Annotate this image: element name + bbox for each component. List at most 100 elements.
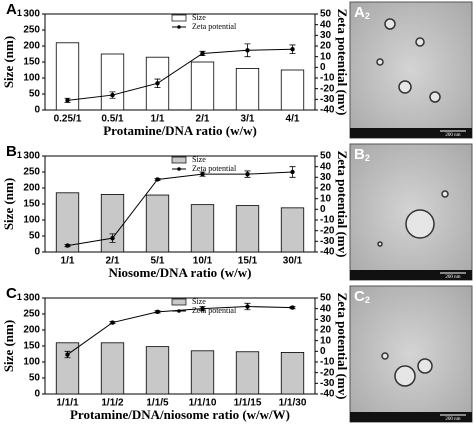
y-tick-label: 300 bbox=[23, 9, 40, 20]
zeta-point bbox=[245, 171, 250, 177]
text-part: 2 bbox=[365, 11, 370, 21]
x-tick-label: 30/1 bbox=[283, 256, 303, 267]
x-tick-label: 1/1/10 bbox=[189, 398, 217, 409]
bar bbox=[55, 342, 80, 395]
y2-tick-label: 50 bbox=[320, 9, 332, 20]
bar bbox=[100, 53, 125, 111]
x-tick-label: 10/1 bbox=[193, 256, 213, 267]
zeta-point bbox=[65, 243, 70, 248]
y-tick-label: 50 bbox=[29, 89, 41, 100]
legend-label: Size bbox=[192, 13, 206, 22]
y2-tick-label: -10 bbox=[320, 215, 335, 226]
text-part: C bbox=[354, 288, 365, 305]
y2-tick-label: -10 bbox=[320, 357, 335, 368]
micrograph bbox=[349, 1, 473, 139]
y2-tick-label: 40 bbox=[320, 303, 332, 314]
legend-label: Size bbox=[192, 155, 206, 164]
x-tick-label: 2/1 bbox=[196, 114, 210, 125]
panel-label: A1 bbox=[6, 1, 22, 18]
zeta-point bbox=[245, 304, 250, 309]
zeta-point bbox=[200, 306, 205, 311]
legend-label: Zeta potential bbox=[192, 306, 237, 315]
y2-tick-label: 0 bbox=[320, 346, 326, 357]
micrograph bbox=[349, 143, 473, 281]
y-axis-label: Size (nm) bbox=[1, 178, 16, 230]
scale-label: 200 nm bbox=[445, 417, 460, 422]
zeta-line bbox=[67, 48, 293, 101]
bar bbox=[100, 193, 125, 253]
zeta-point bbox=[65, 352, 70, 357]
y-tick-label: 50 bbox=[29, 373, 41, 384]
y2-tick-label: 20 bbox=[320, 41, 332, 52]
y2-tick-label: -30 bbox=[320, 94, 335, 105]
y2-tick-label: -10 bbox=[320, 73, 335, 84]
y2-tick-label: -40 bbox=[320, 389, 335, 400]
legend-swatch bbox=[171, 298, 187, 306]
y-tick-label: 200 bbox=[23, 41, 40, 52]
text-part: B bbox=[354, 146, 365, 163]
x-tick-label: 1/1/1 bbox=[56, 398, 79, 409]
y-tick-label: 250 bbox=[23, 167, 40, 178]
y-tick-label: 0 bbox=[34, 105, 40, 116]
x-tick-label: 3/1 bbox=[241, 114, 255, 125]
y2-tick-label: -20 bbox=[320, 225, 335, 236]
x-tick-label: 1/1/2 bbox=[101, 398, 124, 409]
bar bbox=[145, 194, 170, 253]
image-label: C2 bbox=[354, 288, 370, 305]
y-tick-label: 300 bbox=[23, 293, 40, 304]
x-axis-label: Protamine/DNA ratio (w/w) bbox=[103, 123, 257, 138]
x-tick-label: 1/1 bbox=[151, 114, 165, 125]
y2-tick-label: 20 bbox=[320, 183, 332, 194]
y2-axis-label: Zeta potential (mv) bbox=[335, 151, 350, 258]
y2-tick-label: 40 bbox=[320, 161, 332, 172]
y2-tick-label: 30 bbox=[320, 314, 332, 325]
y2-tick-label: 40 bbox=[320, 19, 332, 30]
y2-tick-label: -20 bbox=[320, 367, 335, 378]
zeta-point bbox=[200, 171, 205, 177]
legend-label: Zeta potential bbox=[192, 22, 237, 31]
scale-label: 200 nm bbox=[445, 275, 460, 280]
zeta-point bbox=[110, 92, 115, 98]
y2-tick-label: 50 bbox=[320, 293, 332, 304]
legend-marker bbox=[177, 25, 181, 29]
x-tick-label: 0.5/1 bbox=[101, 114, 124, 125]
image-label: A2 bbox=[354, 4, 370, 21]
y2-tick-label: 10 bbox=[320, 193, 332, 204]
x-tick-label: 1/1 bbox=[61, 256, 75, 267]
x-tick-label: 0.25/1 bbox=[54, 114, 82, 125]
x-tick-label: 15/1 bbox=[238, 256, 258, 267]
bar bbox=[190, 350, 215, 395]
particle bbox=[394, 365, 416, 387]
zeta-point bbox=[290, 169, 295, 175]
particle bbox=[377, 241, 383, 247]
x-tick-label: 1/1/15 bbox=[234, 398, 262, 409]
text-part: 2 bbox=[365, 295, 370, 305]
y-tick-label: 150 bbox=[23, 57, 40, 68]
text-part: A bbox=[354, 4, 365, 21]
bar bbox=[280, 69, 305, 111]
x-tick-label: 1/1/30 bbox=[279, 398, 307, 409]
zeta-point bbox=[155, 177, 160, 182]
zeta-point bbox=[155, 81, 160, 86]
bar bbox=[190, 61, 215, 111]
legend-swatch bbox=[171, 156, 187, 164]
text-part: 1 bbox=[17, 8, 22, 18]
y2-tick-label: -30 bbox=[320, 378, 335, 389]
x-axis-label: Niosome/DNA ratio (w/w) bbox=[109, 265, 252, 280]
particle bbox=[376, 58, 384, 66]
y-tick-label: 200 bbox=[23, 325, 40, 336]
y2-tick-label: 0 bbox=[320, 62, 326, 73]
bar bbox=[145, 346, 170, 395]
micrograph bbox=[349, 285, 473, 423]
bar bbox=[55, 42, 80, 111]
y-axis-label: Size (nm) bbox=[1, 320, 16, 372]
legend-swatch bbox=[171, 14, 187, 22]
bar bbox=[235, 205, 260, 253]
text-part: A bbox=[6, 1, 17, 18]
particle bbox=[415, 37, 425, 47]
scale-strip bbox=[350, 270, 472, 280]
y-tick-label: 150 bbox=[23, 199, 40, 210]
y-tick-label: 150 bbox=[23, 341, 40, 352]
x-tick-label: 1/1/5 bbox=[146, 398, 169, 409]
y2-tick-label: 30 bbox=[320, 30, 332, 41]
